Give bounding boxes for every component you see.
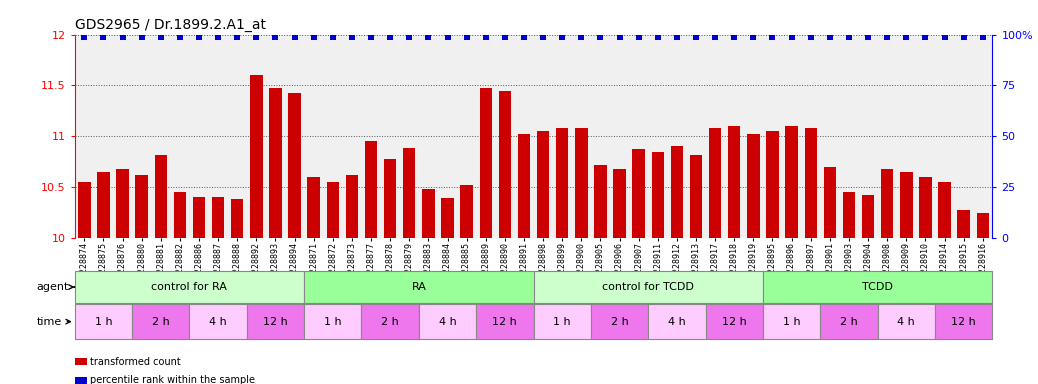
Bar	[289, 93, 301, 238]
Bar	[690, 155, 703, 238]
Bar	[461, 185, 473, 238]
Bar	[747, 134, 760, 238]
Text: time: time	[36, 316, 71, 327]
Bar	[498, 91, 511, 238]
Bar	[116, 169, 129, 238]
Bar	[938, 182, 951, 238]
Bar	[881, 169, 894, 238]
Bar	[766, 131, 778, 238]
Bar	[247, 304, 304, 339]
Bar	[534, 271, 763, 303]
Bar	[173, 192, 186, 238]
Text: control for RA: control for RA	[152, 282, 227, 292]
Text: 1 h: 1 h	[324, 316, 342, 327]
Bar	[361, 304, 418, 339]
Bar	[591, 304, 648, 339]
Text: 2 h: 2 h	[840, 316, 857, 327]
Bar	[763, 271, 992, 303]
Bar	[384, 159, 397, 238]
Bar	[307, 177, 320, 238]
Text: GDS2965 / Dr.1899.2.A1_at: GDS2965 / Dr.1899.2.A1_at	[75, 18, 266, 32]
Bar	[920, 177, 932, 238]
Bar	[75, 304, 132, 339]
Bar	[935, 304, 992, 339]
Bar	[652, 152, 664, 238]
Text: 12 h: 12 h	[721, 316, 746, 327]
Bar	[648, 304, 706, 339]
Text: 2 h: 2 h	[152, 316, 169, 327]
Text: 2 h: 2 h	[381, 316, 399, 327]
Bar	[212, 197, 224, 238]
Text: 4 h: 4 h	[898, 316, 916, 327]
Bar	[304, 304, 361, 339]
Bar	[763, 304, 820, 339]
Bar	[537, 131, 549, 238]
Bar	[843, 192, 855, 238]
Bar	[304, 271, 534, 303]
Bar	[98, 172, 110, 238]
Bar	[231, 199, 244, 238]
Bar	[786, 126, 798, 238]
Text: TCDD: TCDD	[863, 282, 893, 292]
Bar	[441, 199, 454, 238]
Text: 12 h: 12 h	[492, 316, 517, 327]
Text: 4 h: 4 h	[668, 316, 686, 327]
Bar	[575, 128, 588, 238]
Bar	[78, 182, 90, 238]
Bar	[250, 75, 263, 238]
Bar	[364, 141, 377, 238]
Bar	[132, 304, 189, 339]
Bar	[820, 304, 878, 339]
Bar	[706, 304, 763, 339]
Bar	[422, 189, 435, 238]
Text: 1 h: 1 h	[783, 316, 800, 327]
Bar	[518, 134, 530, 238]
Text: agent: agent	[36, 282, 75, 292]
Bar	[804, 128, 817, 238]
Bar	[75, 271, 304, 303]
Bar	[193, 197, 206, 238]
Bar	[728, 126, 740, 238]
Bar	[709, 128, 721, 238]
Bar	[957, 210, 969, 238]
Text: 1 h: 1 h	[553, 316, 571, 327]
Bar	[155, 155, 167, 238]
Bar	[403, 147, 415, 238]
Text: 12 h: 12 h	[951, 316, 976, 327]
Text: transformed count: transformed count	[90, 357, 181, 367]
Text: percentile rank within the sample: percentile rank within the sample	[90, 375, 255, 384]
Bar	[534, 304, 591, 339]
Bar	[878, 304, 935, 339]
Bar	[480, 88, 492, 238]
Bar	[823, 167, 836, 238]
Bar	[594, 165, 606, 238]
Bar	[135, 175, 147, 238]
Text: 4 h: 4 h	[210, 316, 227, 327]
Bar	[900, 172, 912, 238]
Text: control for TCDD: control for TCDD	[602, 282, 694, 292]
Bar	[671, 146, 683, 238]
Text: 12 h: 12 h	[263, 316, 288, 327]
Bar	[189, 304, 247, 339]
Bar	[269, 88, 281, 238]
Bar	[862, 195, 874, 238]
Bar	[556, 128, 569, 238]
Text: 1 h: 1 h	[94, 316, 112, 327]
Text: 4 h: 4 h	[439, 316, 457, 327]
Bar	[977, 213, 989, 238]
Bar	[346, 175, 358, 238]
Bar	[418, 304, 476, 339]
Text: RA: RA	[411, 282, 427, 292]
Bar	[632, 149, 645, 238]
Bar	[476, 304, 534, 339]
Text: 2 h: 2 h	[610, 316, 628, 327]
Bar	[613, 169, 626, 238]
Bar	[327, 182, 339, 238]
